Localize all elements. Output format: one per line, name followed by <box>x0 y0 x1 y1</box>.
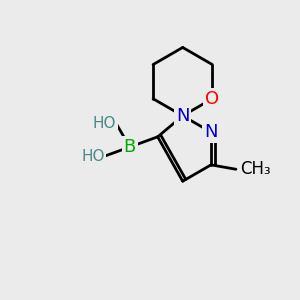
Text: HO: HO <box>93 116 116 131</box>
Text: B: B <box>124 138 136 156</box>
Text: N: N <box>176 107 189 125</box>
Text: CH₃: CH₃ <box>240 160 271 178</box>
Text: HO: HO <box>81 148 105 164</box>
Text: N: N <box>204 123 218 141</box>
Text: O: O <box>205 90 219 108</box>
